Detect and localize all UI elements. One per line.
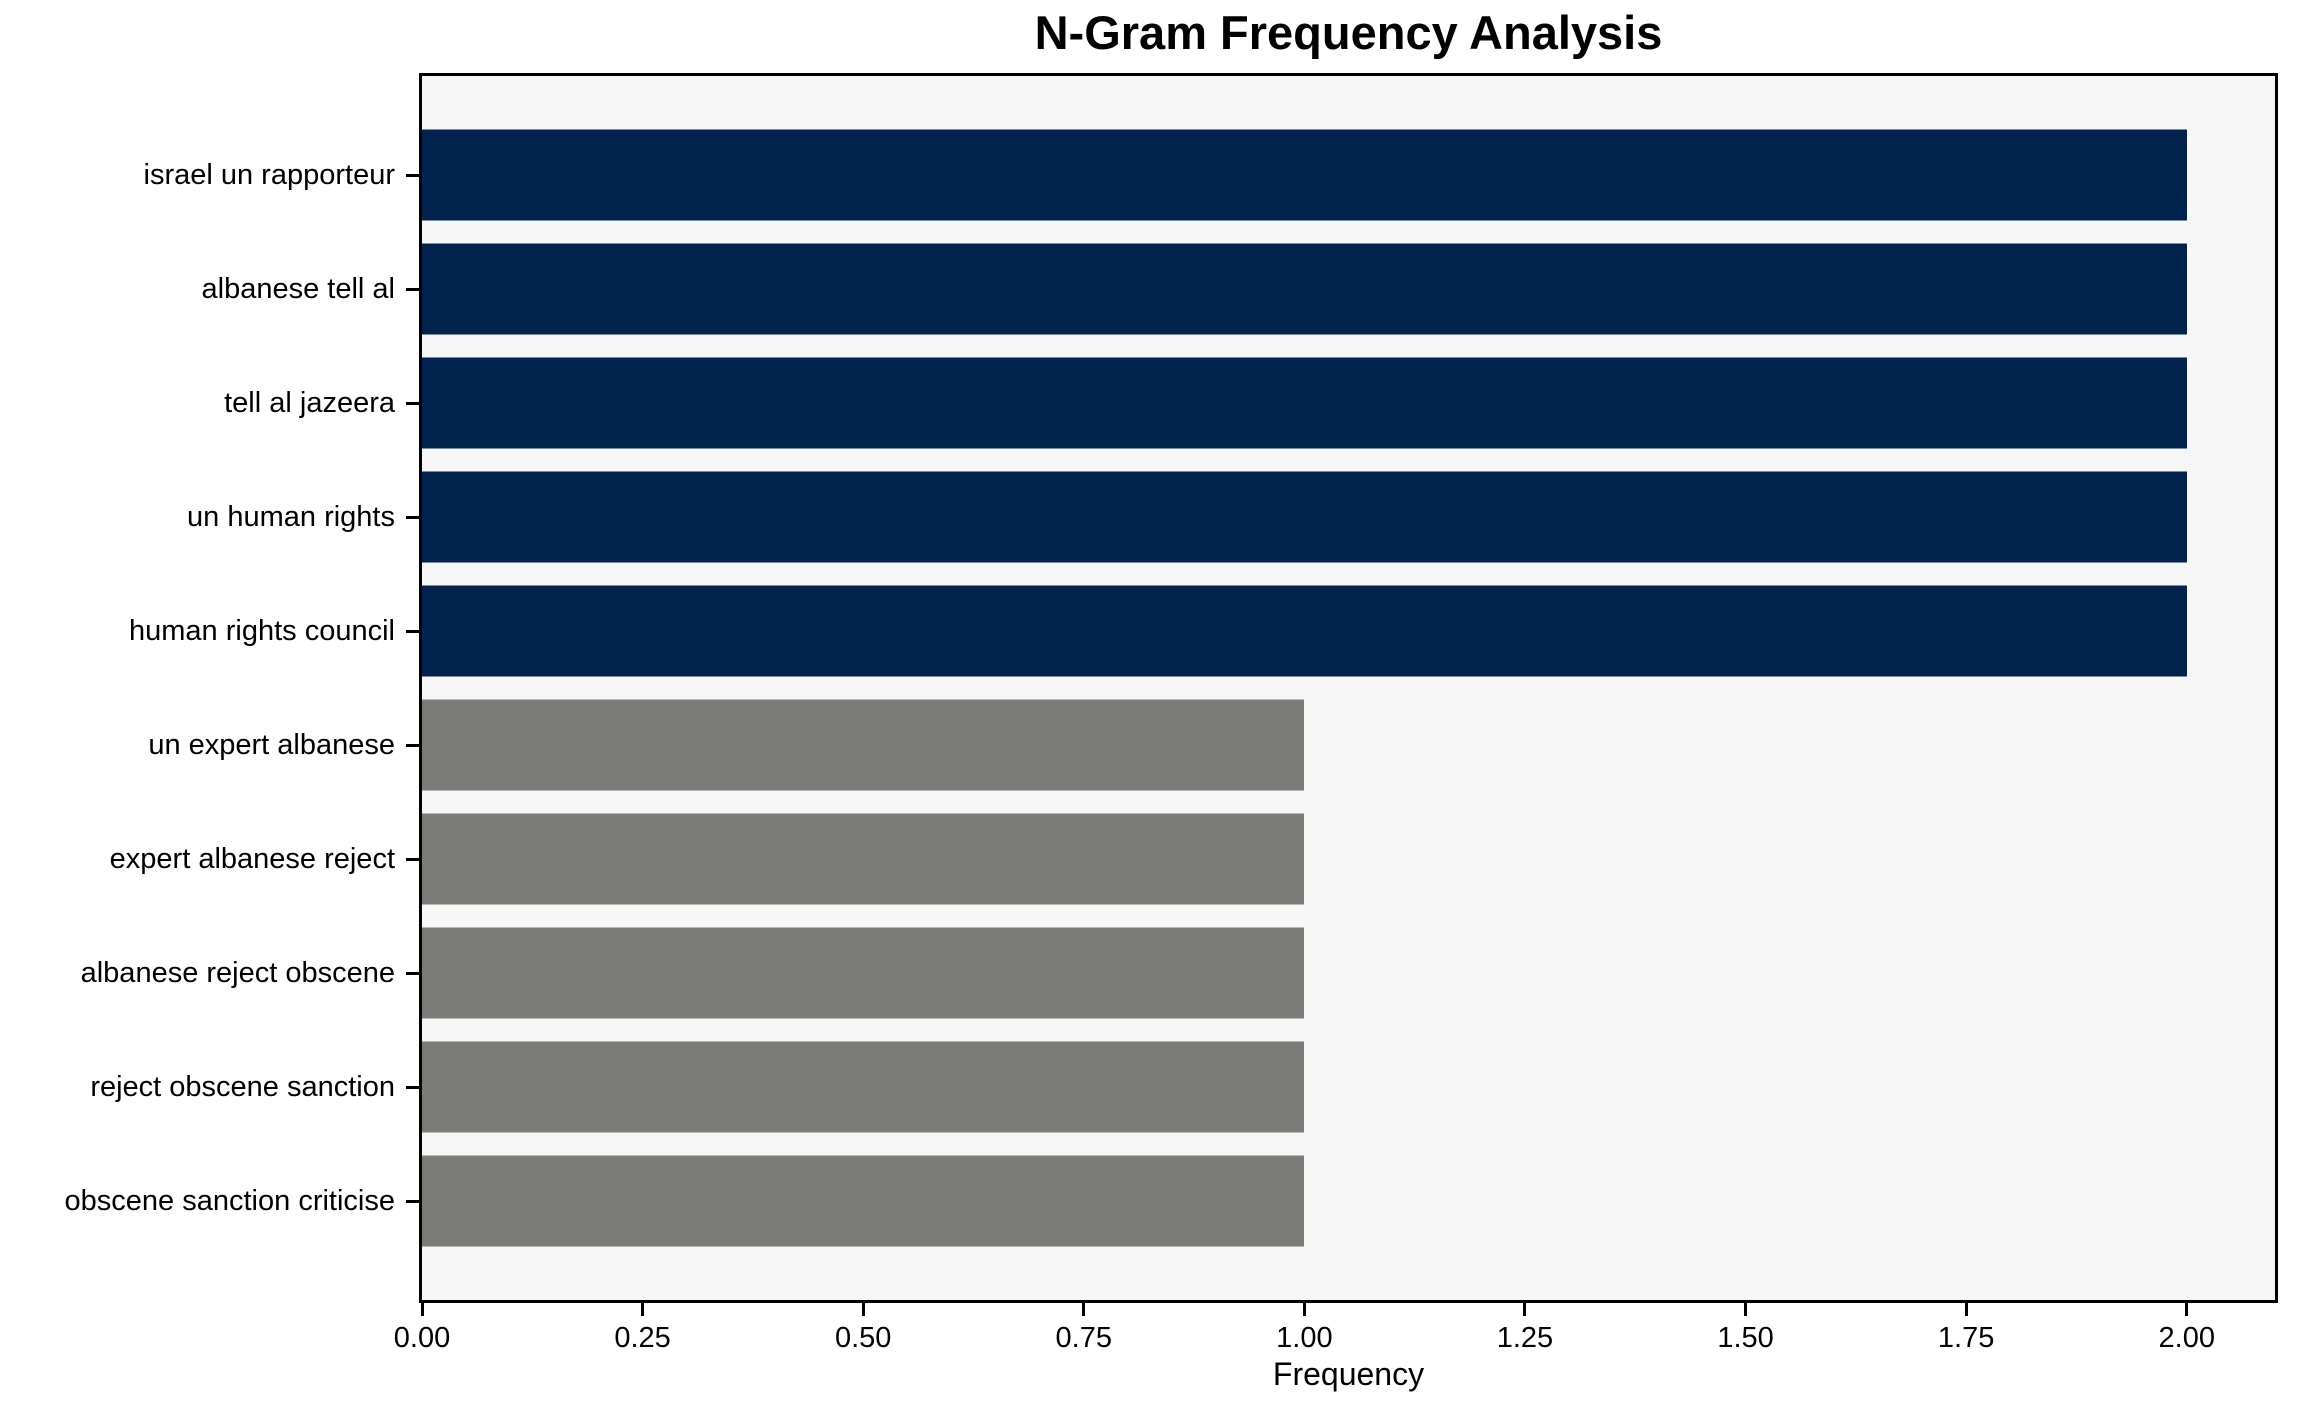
y-tick-mark (406, 743, 419, 747)
plot-area (419, 73, 2278, 1303)
x-tick-mark (641, 1303, 645, 1316)
bar (422, 471, 2187, 563)
y-tick-label: un human rights (187, 501, 395, 533)
x-tick-label: 0.00 (393, 1322, 451, 1354)
x-tick-mark (2185, 1303, 2189, 1316)
y-tick-label: albanese reject obscene (80, 957, 395, 989)
bar-row (422, 232, 2275, 346)
x-tick-mark (1302, 1303, 1306, 1316)
bars-container (422, 118, 2275, 1258)
x-tick-label: 1.75 (1937, 1322, 1995, 1354)
x-tick-mark (1964, 1303, 1968, 1316)
y-tick-mark (406, 173, 419, 177)
y-tick-label: expert albanese reject (109, 843, 395, 875)
bar-row (422, 574, 2275, 688)
bar-row (422, 802, 2275, 916)
bar-row (422, 688, 2275, 802)
y-tick-label: un expert albanese (148, 729, 395, 761)
y-tick-mark (406, 287, 419, 291)
bar (422, 813, 1305, 905)
bar-row (422, 118, 2275, 232)
x-tick-mark (861, 1303, 865, 1316)
x-tick-mark (420, 1303, 424, 1316)
x-tick-label: 0.75 (1055, 1322, 1112, 1354)
y-tick-mark (406, 515, 419, 519)
y-tick-mark (406, 1085, 419, 1089)
y-tick-label: israel un rapporteur (143, 159, 395, 191)
bar (422, 699, 1305, 791)
bar (422, 129, 2187, 221)
x-tick-label: 0.50 (834, 1322, 892, 1354)
bar-row (422, 1144, 2275, 1258)
y-tick-mark (406, 1199, 419, 1203)
bar-row (422, 346, 2275, 460)
y-tick-mark (406, 857, 419, 861)
bar (422, 585, 2187, 677)
y-tick-label: tell al jazeera (224, 387, 395, 419)
bar (422, 357, 2187, 449)
bar-row (422, 1030, 2275, 1144)
x-tick-label: 2.00 (2158, 1322, 2215, 1354)
bar (422, 927, 1305, 1019)
y-tick-mark (406, 401, 419, 405)
x-axis-label: Frequency (1272, 1356, 1425, 1392)
y-tick-label: albanese tell al (201, 273, 395, 305)
y-tick-label: obscene sanction criticise (64, 1185, 395, 1217)
x-tick-label: 1.50 (1717, 1322, 1774, 1354)
x-tick-mark (1744, 1303, 1748, 1316)
x-tick-label: 1.00 (1276, 1322, 1333, 1354)
bar (422, 1041, 1305, 1133)
bar-row (422, 916, 2275, 1030)
x-tick-label: 1.25 (1496, 1322, 1554, 1354)
y-tick-label: human rights council (129, 615, 395, 647)
bar-row (422, 460, 2275, 574)
x-tick-mark (1523, 1303, 1527, 1316)
chart-title: N-Gram Frequency Analysis (1034, 6, 1663, 59)
bar (422, 243, 2187, 335)
bar (422, 1155, 1305, 1247)
y-tick-mark (406, 629, 419, 633)
y-tick-label: reject obscene sanction (90, 1071, 395, 1103)
x-tick-mark (1082, 1303, 1086, 1316)
x-tick-label: 0.25 (614, 1322, 671, 1354)
y-tick-mark (406, 971, 419, 975)
